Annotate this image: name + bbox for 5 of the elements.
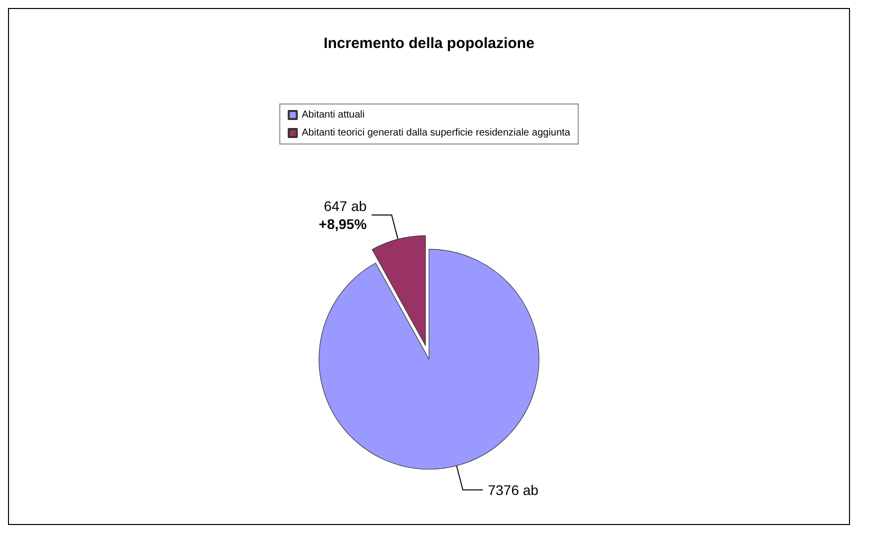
data-label: 7376 ab bbox=[488, 482, 539, 498]
chart-title: Incremento della popolazione bbox=[324, 35, 534, 52]
legend-label: Abitanti attuali bbox=[302, 110, 365, 120]
data-label: 647 ab +8,95% bbox=[318, 198, 368, 232]
legend-label: Abitanti teorici generati dalla superficie residenziale aggiunta bbox=[302, 128, 571, 138]
